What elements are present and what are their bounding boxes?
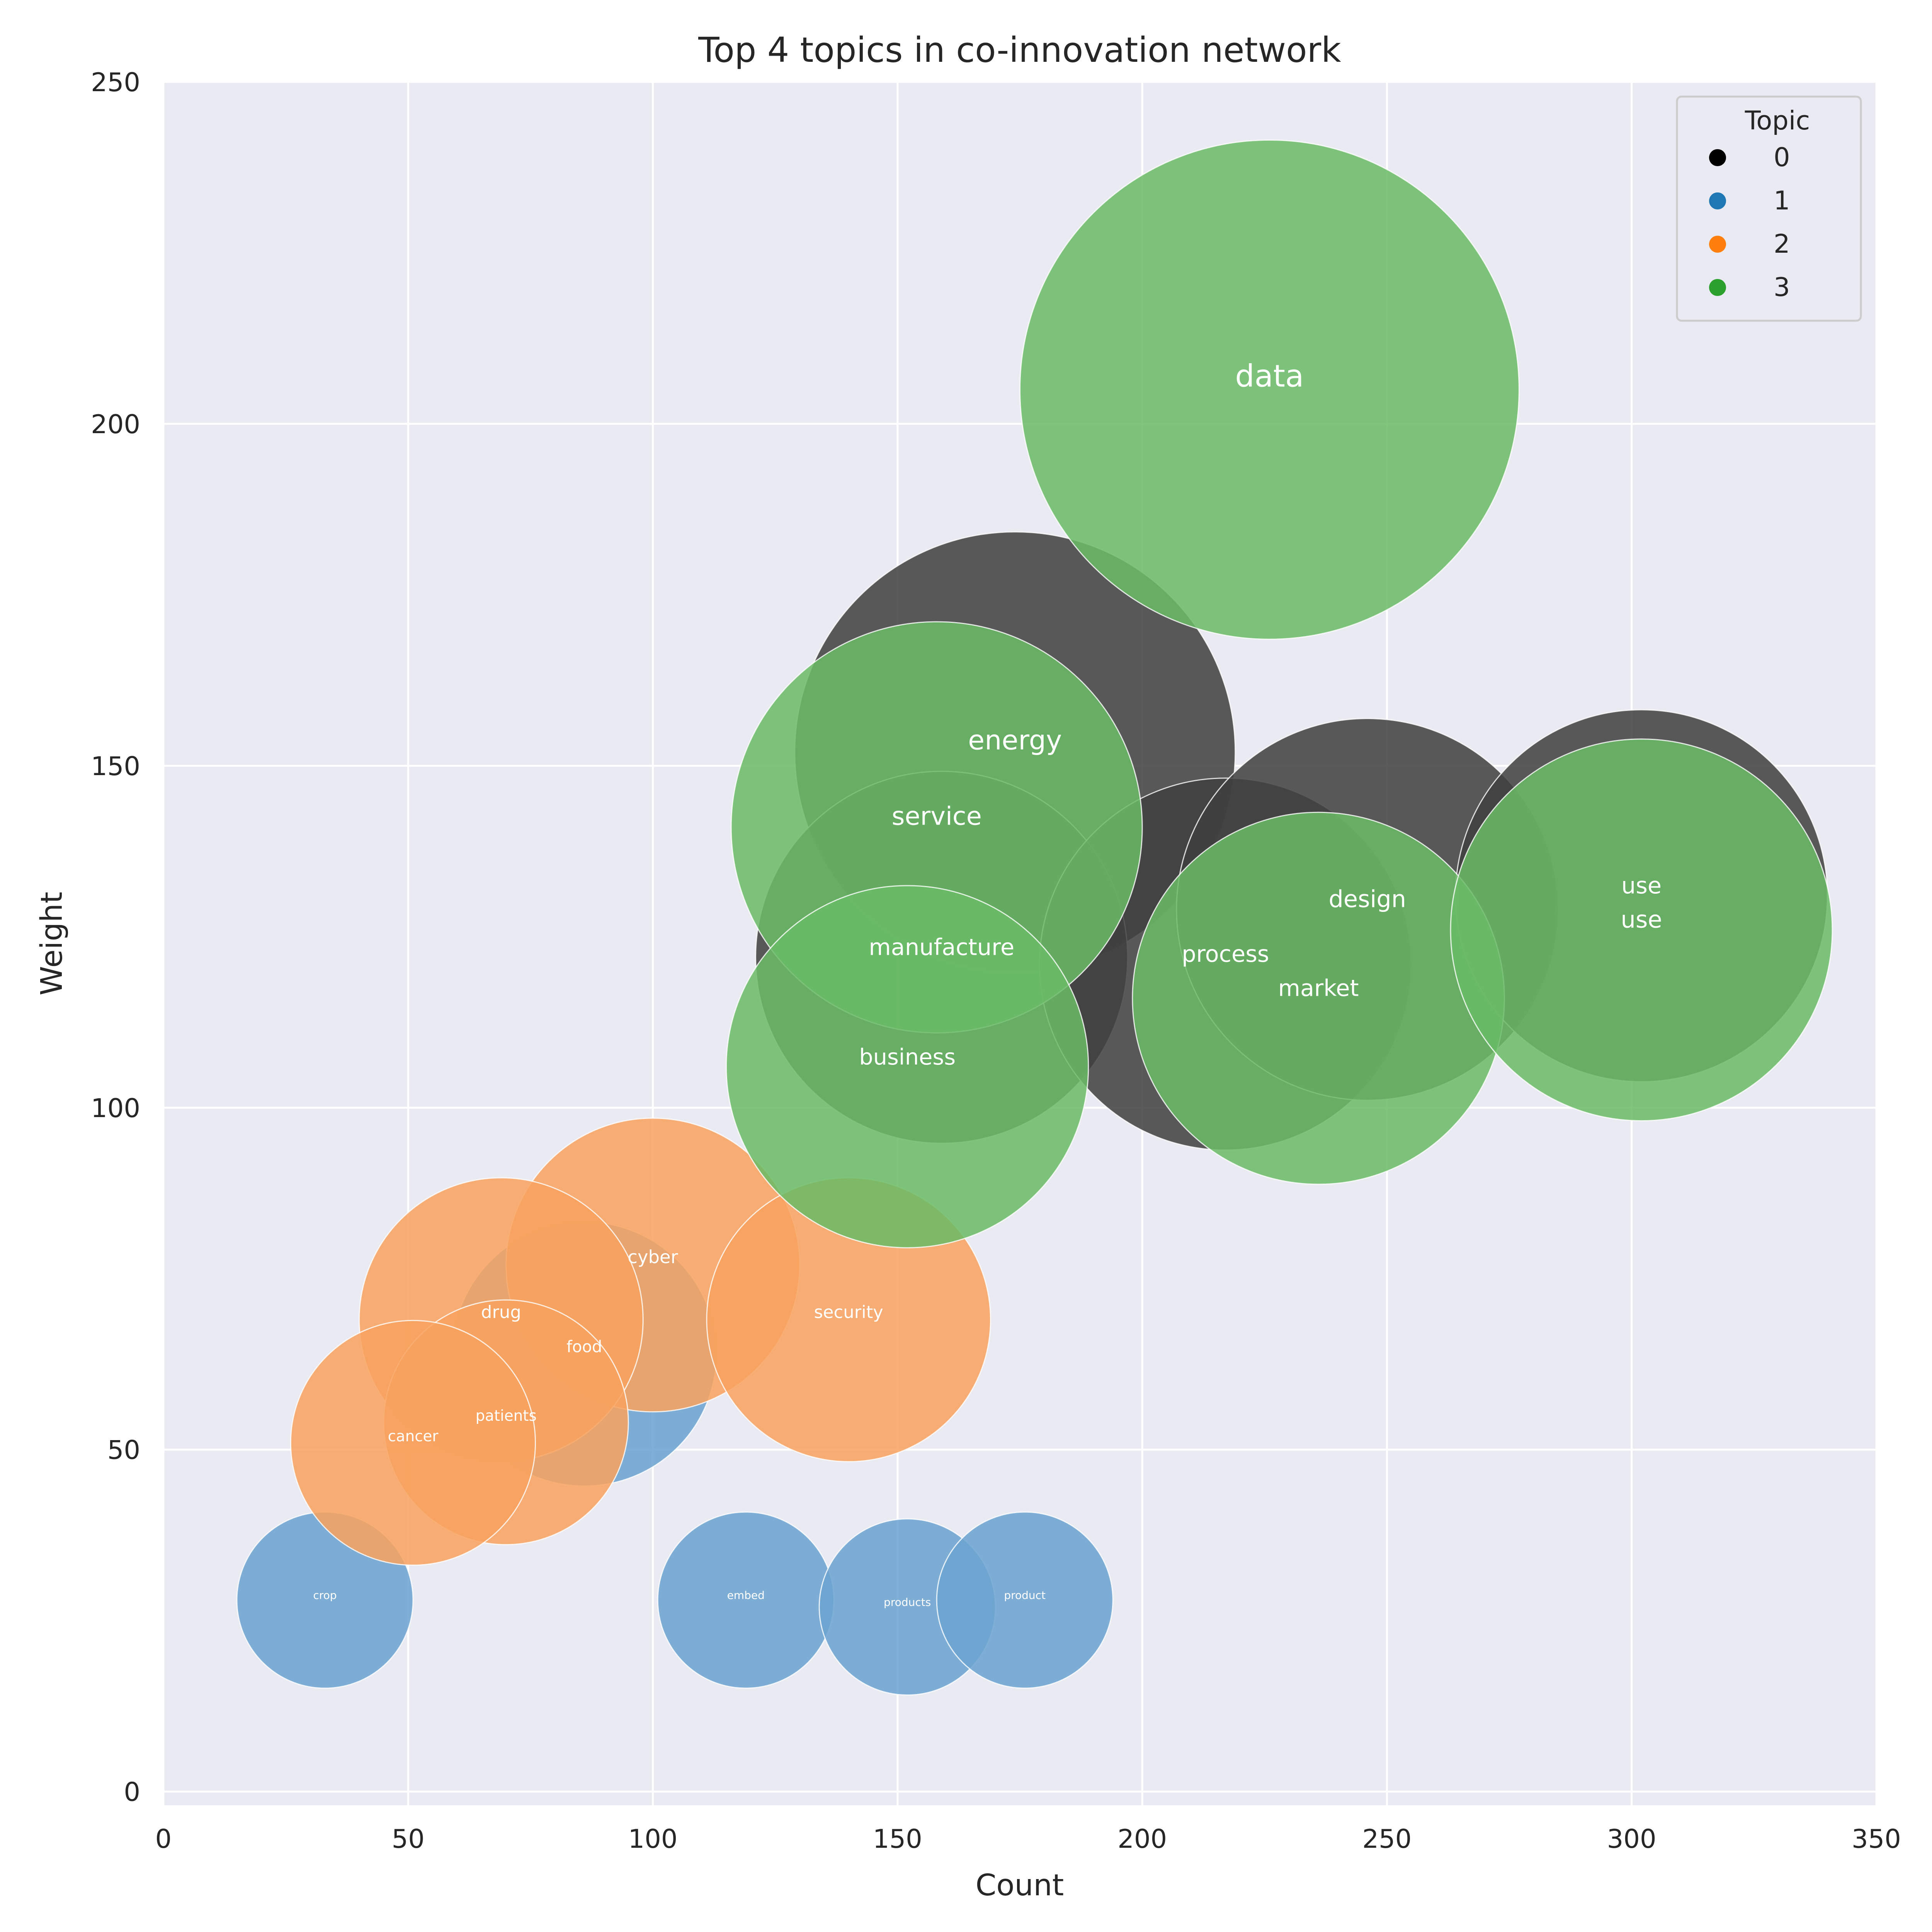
bubble-label-patients: patients <box>476 1407 537 1425</box>
legend-marker-topic-1 <box>1709 192 1726 209</box>
bubble-data <box>1019 139 1520 640</box>
x-tick-label: 250 <box>1362 1824 1412 1854</box>
y-tick-label: 100 <box>91 1093 140 1123</box>
bubble-label-use: use <box>1621 872 1662 899</box>
legend-label-topic-1: 1 <box>1774 185 1790 216</box>
legend-marker-topic-2 <box>1709 236 1726 253</box>
bubble-label-energy: energy <box>968 724 1062 756</box>
bubble-label-security: security <box>814 1302 883 1322</box>
bubble-label-drug: drug <box>481 1302 521 1322</box>
y-tick-label: 150 <box>91 751 140 781</box>
y-tick-label: 50 <box>107 1435 140 1465</box>
legend-marker-topic-3 <box>1709 279 1726 296</box>
bubble-label-crop: crop <box>313 1589 337 1602</box>
y-tick-label: 0 <box>124 1777 140 1807</box>
bubble-product <box>936 1511 1114 1689</box>
bubble-label-embed: embed <box>727 1589 765 1602</box>
x-tick-label: 350 <box>1852 1824 1901 1854</box>
y-tick-label: 200 <box>91 409 140 439</box>
x-tick-label: 300 <box>1607 1824 1656 1854</box>
bubble-cancer <box>290 1320 536 1566</box>
y-tick-labels: 0 50 100 150 200 250 <box>91 67 140 1807</box>
bubble-label-process: process <box>1182 940 1269 967</box>
legend-label-topic-0: 0 <box>1774 142 1790 172</box>
bubble-label-data: data <box>1235 359 1304 394</box>
bubble-label-cyber: cyber <box>628 1247 678 1267</box>
bubble-label-product: product <box>1004 1589 1046 1602</box>
x-axis-label: Count <box>976 1868 1064 1903</box>
bubble-label-business: business <box>859 1044 956 1070</box>
bubble-labels: energy manufacture process design use food cro… <box>313 359 1662 1609</box>
legend-title: Topic <box>1745 105 1810 136</box>
bubble-business <box>726 885 1089 1248</box>
x-tick-label: 200 <box>1117 1824 1167 1854</box>
bubble-label-service: service <box>892 802 982 831</box>
x-tick-label: 0 <box>155 1824 172 1854</box>
bubble-label-design: design <box>1329 886 1406 913</box>
x-tick-label: 50 <box>392 1824 425 1854</box>
bubble-label-manufacture: manufacture <box>869 934 1014 961</box>
bubble-label-market: market <box>1278 975 1359 1002</box>
bubble-label-food: food <box>566 1337 602 1356</box>
x-tick-labels: 0 50 100 150 200 250 300 350 <box>155 1824 1901 1854</box>
legend: Topic 0 1 2 3 <box>1676 95 1862 322</box>
legend-label-topic-2: 2 <box>1774 229 1790 259</box>
y-axis-label: Weight <box>35 892 69 995</box>
legend-label-topic-3: 3 <box>1774 272 1790 302</box>
legend-marker-topic-0 <box>1709 149 1726 166</box>
bubble-label-cancer: cancer <box>388 1428 439 1445</box>
bubbles <box>236 139 1833 1696</box>
y-tick-label: 250 <box>91 67 140 97</box>
bubble-use <box>1450 738 1833 1122</box>
x-tick-label: 150 <box>873 1824 922 1854</box>
x-tick-label: 100 <box>628 1824 678 1854</box>
chart-title: Top 4 topics in co-innovation network <box>698 30 1341 70</box>
bubble-label-products: products <box>884 1596 931 1609</box>
bubble-label-use: use <box>1621 906 1662 934</box>
